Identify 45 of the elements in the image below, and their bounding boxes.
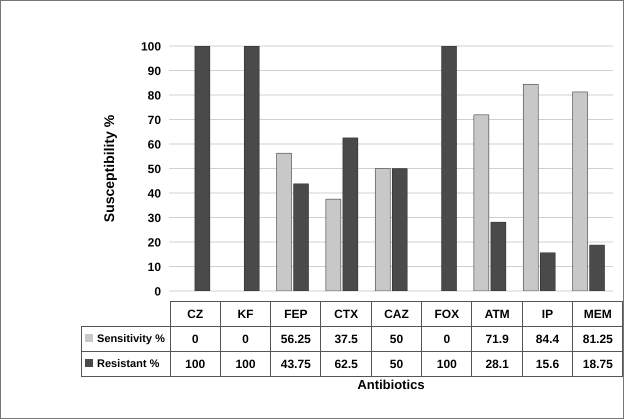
y-tick-label: 10 bbox=[148, 260, 162, 274]
y-tick-label: 50 bbox=[148, 162, 162, 176]
data-label: 50 bbox=[371, 326, 422, 352]
y-tick-label: 60 bbox=[148, 137, 162, 152]
data-label: 18.75 bbox=[572, 352, 623, 376]
y-tick-label: 80 bbox=[148, 88, 162, 102]
x-tick-label: CTX bbox=[320, 302, 372, 326]
data-label: 28.1 bbox=[472, 352, 522, 376]
y-tick-label: 90 bbox=[148, 64, 162, 78]
y-tick-label: 0 bbox=[154, 284, 162, 298]
y-tick-label: 100 bbox=[140, 39, 162, 54]
data-label: 81.25 bbox=[572, 326, 623, 352]
x-tick-label: IP bbox=[522, 302, 573, 326]
data-label: 71.9 bbox=[472, 326, 522, 352]
y-axis-title: Susceptibility % bbox=[100, 114, 117, 222]
x-tick-label: CAZ bbox=[371, 302, 422, 326]
data-label: 100 bbox=[422, 352, 472, 376]
x-tick-label: FOX bbox=[422, 302, 472, 326]
x-axis-title: Antibiotics bbox=[356, 377, 426, 392]
data-label: 15.6 bbox=[522, 352, 573, 376]
y-tick-label: 20 bbox=[148, 235, 162, 250]
data-label: 50 bbox=[371, 352, 422, 376]
x-tick-label: FEP bbox=[270, 302, 321, 326]
x-tick-label: KF bbox=[220, 302, 271, 326]
x-tick-label: MEM bbox=[572, 302, 623, 326]
data-label: 100 bbox=[170, 352, 220, 376]
bar bbox=[194, 46, 210, 291]
data-label: 0 bbox=[170, 326, 220, 352]
data-label: 0 bbox=[220, 326, 271, 352]
x-tick-label: ATM bbox=[472, 302, 522, 326]
data-label: 0 bbox=[422, 326, 472, 352]
y-tick-label: 70 bbox=[148, 112, 162, 127]
data-label: 100 bbox=[220, 352, 271, 376]
legend-label: Sensitivity % bbox=[82, 326, 170, 352]
data-label: 43.75 bbox=[270, 352, 321, 376]
data-label: 37.5 bbox=[320, 326, 372, 352]
data-label: 62.5 bbox=[320, 352, 372, 376]
y-tick-label: 40 bbox=[148, 186, 162, 200]
legend-label: Resistant % bbox=[82, 352, 170, 376]
data-label: 56.25 bbox=[270, 326, 321, 352]
x-tick-label: CZ bbox=[170, 302, 220, 326]
data-label: 84.4 bbox=[522, 326, 573, 352]
bar bbox=[244, 46, 260, 291]
y-tick-label: 30 bbox=[148, 210, 162, 225]
bar bbox=[441, 46, 457, 291]
